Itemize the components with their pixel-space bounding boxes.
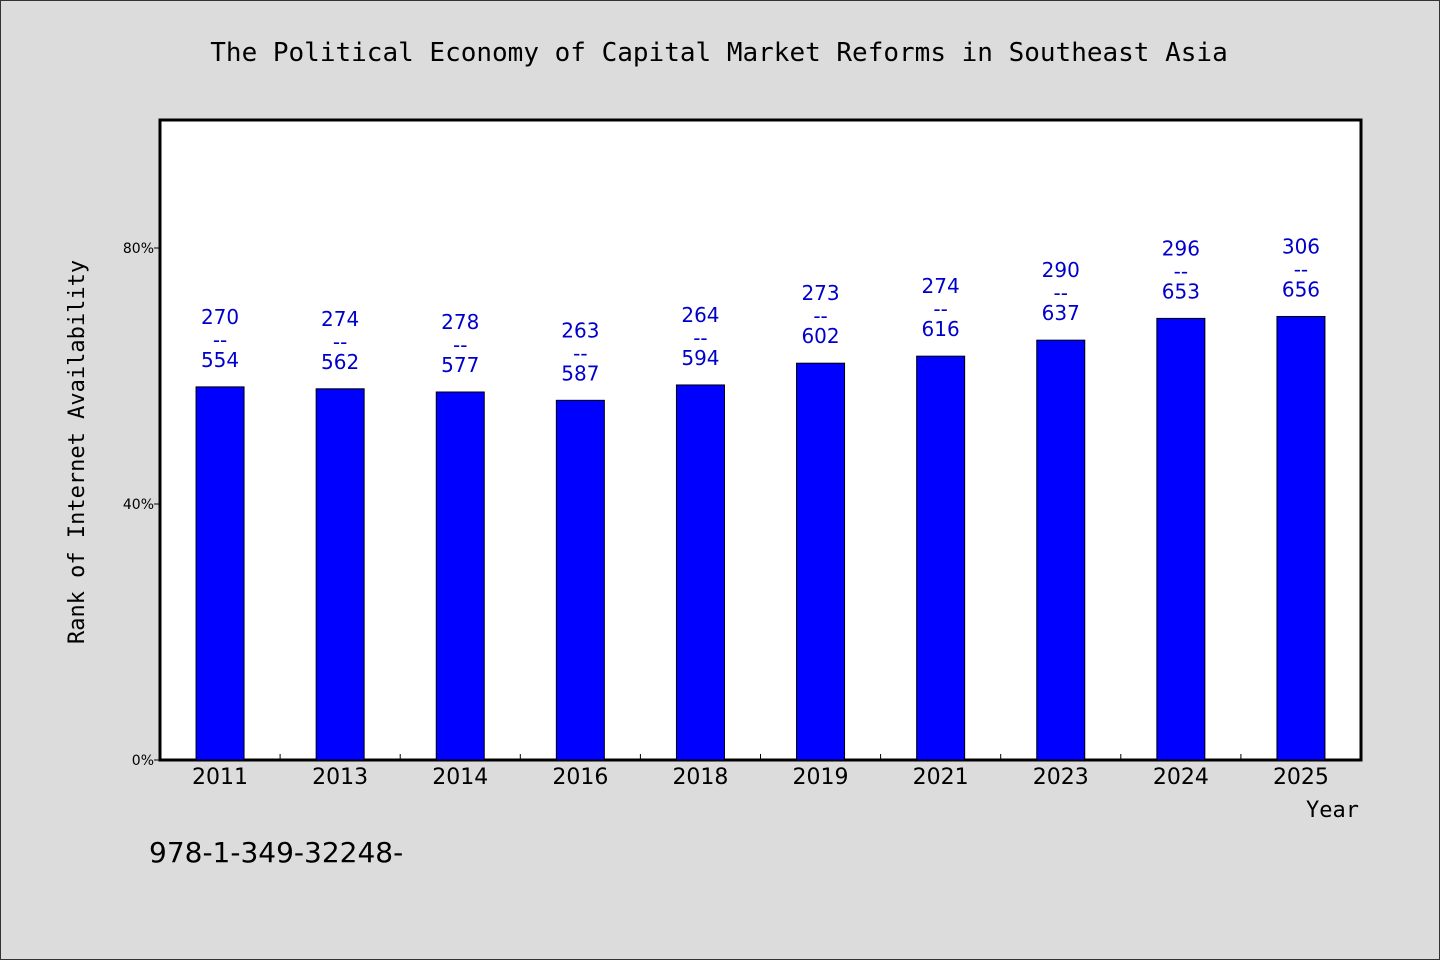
data-label-separator: -- bbox=[693, 326, 707, 350]
data-label-bottom: 577 bbox=[441, 353, 479, 377]
x-tick-label: 2016 bbox=[552, 765, 608, 790]
bar-2023 bbox=[1036, 339, 1086, 761]
bar-2024 bbox=[1156, 317, 1206, 761]
data-label-separator: -- bbox=[573, 341, 587, 365]
data-label-separator: -- bbox=[333, 330, 347, 354]
data-label-top: 274 bbox=[321, 307, 359, 331]
bar-2016 bbox=[555, 399, 605, 761]
data-label-top: 296 bbox=[1162, 236, 1200, 260]
data-label-separator: -- bbox=[813, 304, 827, 328]
data-labels-group: 554--270562--274577--278587--263594--264… bbox=[201, 234, 1320, 385]
x-tick-label: 2025 bbox=[1273, 765, 1329, 790]
data-label-bottom: 637 bbox=[1042, 301, 1080, 325]
chart-title: The Political Economy of Capital Market … bbox=[210, 38, 1227, 68]
y-tick-label: 40% bbox=[123, 497, 154, 513]
data-label-bottom: 616 bbox=[922, 317, 960, 341]
data-label-bottom: 587 bbox=[561, 361, 599, 385]
data-label-top: 306 bbox=[1282, 234, 1320, 258]
data-label-bottom: 554 bbox=[201, 348, 239, 372]
x-tick-label: 2023 bbox=[1033, 765, 1089, 790]
data-label-top: 274 bbox=[922, 274, 960, 298]
y-tick-label: 0% bbox=[132, 753, 154, 769]
data-label-bottom: 602 bbox=[801, 324, 839, 348]
data-label-top: 273 bbox=[801, 281, 839, 305]
data-label-separator: -- bbox=[1054, 281, 1068, 305]
data-label-bottom: 653 bbox=[1162, 279, 1200, 303]
data-label-top: 263 bbox=[561, 318, 599, 342]
x-axis: 2011 2013 2014 2016 2018 2019 2021 2023 2024 2025 bbox=[192, 754, 1329, 790]
bar-2025 bbox=[1276, 315, 1326, 761]
x-tick-label: 2024 bbox=[1153, 765, 1209, 790]
x-tick-label: 2021 bbox=[913, 765, 969, 790]
isbn-text: 978-1-349-32248- bbox=[149, 836, 403, 869]
bar-2021 bbox=[916, 355, 966, 761]
bar-2011 bbox=[195, 386, 245, 761]
data-label-separator: -- bbox=[213, 328, 227, 352]
y-axis: 0% 40% 80% bbox=[123, 241, 160, 769]
data-label-top: 290 bbox=[1042, 258, 1080, 282]
x-tick-label: 2011 bbox=[192, 765, 248, 790]
y-axis-title: Rank of Internet Availability bbox=[65, 260, 90, 644]
x-axis-title: Year bbox=[1306, 798, 1359, 823]
bar-2014 bbox=[435, 391, 485, 761]
data-label-separator: -- bbox=[1174, 259, 1188, 283]
data-label-separator: -- bbox=[933, 297, 947, 321]
data-label-top: 264 bbox=[681, 303, 719, 327]
data-label-top: 270 bbox=[201, 305, 239, 329]
bar-2013 bbox=[315, 388, 365, 761]
bar-2019 bbox=[796, 362, 846, 761]
bars-group bbox=[195, 315, 1326, 761]
x-tick-label: 2013 bbox=[312, 765, 368, 790]
y-tick-label: 80% bbox=[123, 241, 154, 257]
data-label-bottom: 594 bbox=[681, 346, 719, 370]
bar-2018 bbox=[675, 384, 725, 761]
x-tick-label: 2014 bbox=[432, 765, 488, 790]
data-label-separator: -- bbox=[1294, 257, 1308, 281]
x-tick-label: 2019 bbox=[793, 765, 849, 790]
data-label-bottom: 656 bbox=[1282, 277, 1320, 301]
data-label-separator: -- bbox=[453, 333, 467, 357]
data-label-bottom: 562 bbox=[321, 350, 359, 374]
data-label-top: 278 bbox=[441, 310, 479, 334]
x-tick-label: 2018 bbox=[672, 765, 728, 790]
